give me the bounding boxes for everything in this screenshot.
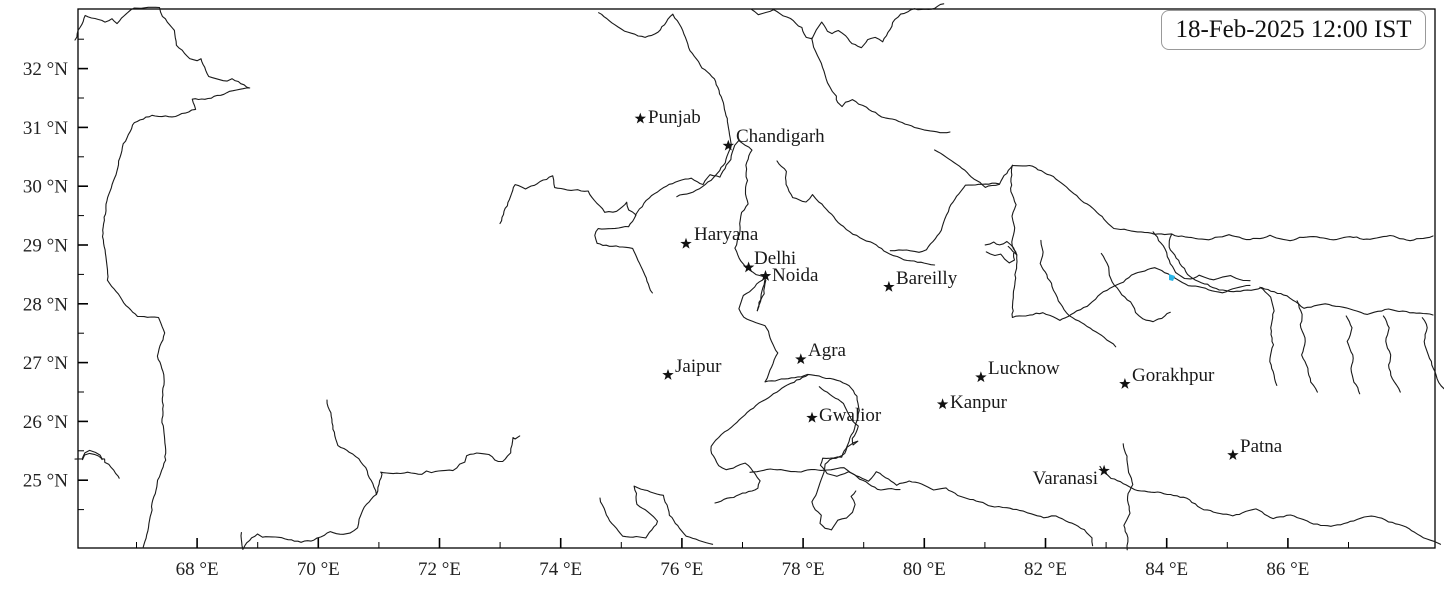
svg-text:Lucknow: Lucknow xyxy=(988,358,1060,379)
svg-text:78 °E: 78 °E xyxy=(782,559,825,580)
svg-text:Jaipur: Jaipur xyxy=(675,356,722,377)
svg-text:72 °E: 72 °E xyxy=(418,559,461,580)
svg-text:28 °N: 28 °N xyxy=(23,294,68,315)
svg-text:Agra: Agra xyxy=(808,340,847,361)
svg-text:32 °N: 32 °N xyxy=(23,59,68,80)
svg-text:Bareilly: Bareilly xyxy=(896,268,958,289)
svg-text:Noida: Noida xyxy=(772,265,819,286)
svg-text:31 °N: 31 °N xyxy=(23,118,68,139)
svg-text:Chandigarh: Chandigarh xyxy=(736,126,825,147)
svg-text:Gwalior: Gwalior xyxy=(819,405,882,426)
svg-text:80 °E: 80 °E xyxy=(903,559,946,580)
svg-text:82 °E: 82 °E xyxy=(1024,559,1067,580)
svg-text:Kanpur: Kanpur xyxy=(950,392,1008,413)
svg-text:70 °E: 70 °E xyxy=(297,559,340,580)
svg-text:Varanasi: Varanasi xyxy=(1033,468,1098,489)
svg-text:68 °E: 68 °E xyxy=(176,559,219,580)
svg-text:29 °N: 29 °N xyxy=(23,236,68,257)
svg-text:Haryana: Haryana xyxy=(694,224,759,245)
svg-text:Patna: Patna xyxy=(1240,436,1283,457)
svg-text:Punjab: Punjab xyxy=(648,107,701,128)
svg-text:27 °N: 27 °N xyxy=(23,353,68,374)
svg-text:84 °E: 84 °E xyxy=(1145,559,1188,580)
svg-text:26 °N: 26 °N xyxy=(23,412,68,433)
svg-text:86 °E: 86 °E xyxy=(1266,559,1309,580)
svg-text:Gorakhpur: Gorakhpur xyxy=(1132,365,1215,386)
svg-text:74 °E: 74 °E xyxy=(539,559,582,580)
svg-text:76 °E: 76 °E xyxy=(660,559,703,580)
svg-text:30 °N: 30 °N xyxy=(23,177,68,198)
svg-text:25 °N: 25 °N xyxy=(23,471,68,492)
